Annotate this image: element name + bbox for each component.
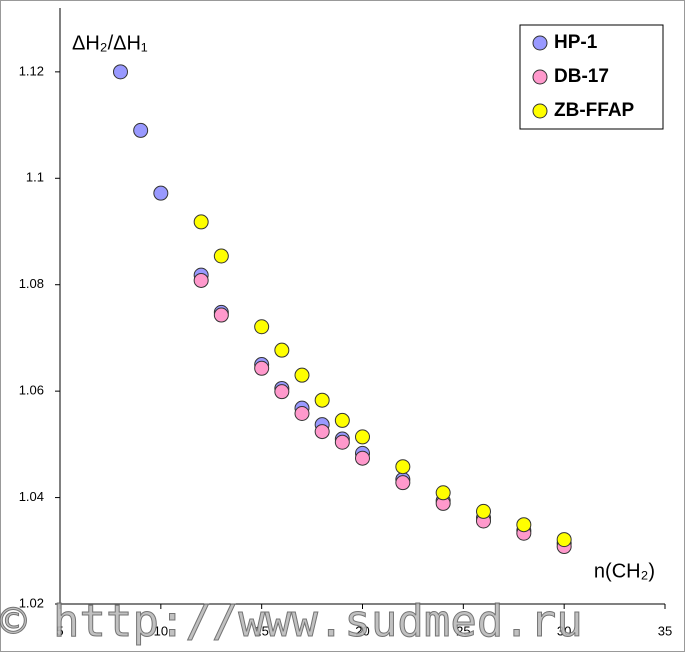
- x-tick-label: 20: [355, 623, 369, 638]
- point: [355, 450, 370, 466]
- point: [395, 459, 411, 475]
- point: [153, 185, 169, 201]
- y-tick-label: 1.1: [26, 170, 44, 185]
- x-tick-label: 25: [456, 623, 470, 638]
- legend-marker: [532, 103, 548, 119]
- legend-label: ZB-FFAP: [554, 100, 635, 121]
- legend-marker: [532, 69, 548, 85]
- point: [395, 475, 411, 491]
- x-tick-label: 5: [56, 623, 63, 638]
- point: [435, 485, 451, 501]
- legend-label: HP-1: [554, 32, 598, 53]
- point: [254, 319, 270, 335]
- point: [334, 412, 350, 428]
- x-tick-label: 10: [154, 623, 168, 638]
- point: [334, 434, 350, 450]
- x-axis-label: n(CH₂): [594, 560, 655, 582]
- point: [476, 503, 491, 519]
- point: [274, 384, 290, 400]
- point: [314, 392, 330, 408]
- legend-label: DB-17: [554, 66, 609, 87]
- y-axis-label: ΔH₂/ΔH₁: [72, 32, 148, 54]
- point: [556, 532, 572, 548]
- x-tick-label: 30: [557, 623, 571, 638]
- point: [213, 307, 229, 323]
- x-tick-label: 15: [254, 623, 268, 638]
- point: [274, 342, 290, 358]
- x-tick-label: 35: [658, 623, 672, 638]
- watermark: © http://www.sudmed.ru: [0, 596, 583, 647]
- point: [516, 517, 532, 533]
- point: [314, 424, 330, 440]
- point: [254, 360, 270, 376]
- y-tick-label: 1.02: [19, 595, 44, 610]
- y-tick-label: 1.08: [19, 276, 44, 291]
- point: [133, 122, 149, 138]
- point: [113, 64, 128, 80]
- y-tick-label: 1.06: [19, 383, 44, 398]
- y-tick-label: 1.12: [19, 63, 44, 78]
- y-tick-label: 1.04: [19, 489, 44, 504]
- point: [294, 367, 310, 383]
- point: [294, 405, 310, 421]
- point: [355, 429, 370, 445]
- legend-marker: [532, 35, 548, 51]
- point: [213, 248, 229, 264]
- point: [193, 272, 209, 288]
- point: [193, 214, 209, 230]
